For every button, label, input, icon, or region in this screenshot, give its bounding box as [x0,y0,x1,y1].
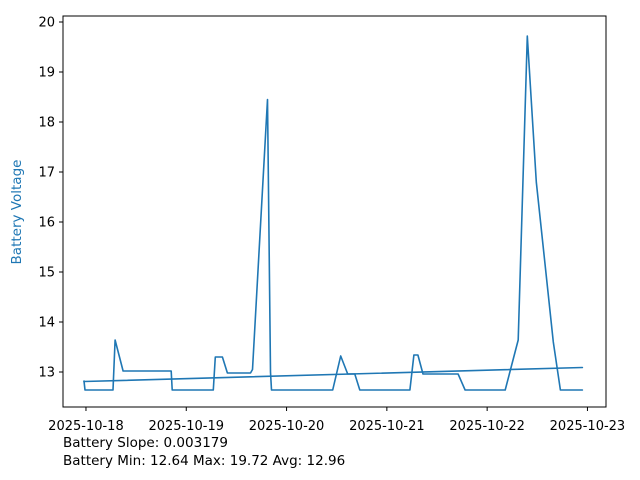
x-tick-label: 2025-10-20 [249,419,325,434]
axes-frame [62,15,607,408]
y-axis-label: Battery Voltage [9,159,25,265]
y-tick-label: 15 [38,266,55,281]
x-tick-label: 2025-10-23 [550,419,626,434]
y-tick-label: 18 [38,116,55,131]
battery-voltage-line [83,35,584,391]
y-tick-label: 19 [38,66,55,81]
y-tick-label: 13 [38,366,55,381]
y-tick-label: 17 [38,166,55,181]
stats-annotation: Battery Min: 12.64 Max: 19.72 Avg: 12.96 [63,453,346,469]
y-tick-label: 14 [38,316,55,331]
trend-line [83,366,584,383]
y-tick-label: 16 [38,216,55,231]
x-tick-label: 2025-10-18 [48,419,124,434]
x-tick-label: 2025-10-21 [349,419,425,434]
chart-annotations: Battery Slope: 0.003179 Battery Min: 12.… [63,434,345,470]
x-tick-label: 2025-10-19 [148,419,224,434]
slope-annotation: Battery Slope: 0.003179 [63,435,228,451]
y-tick-label: 20 [38,16,55,31]
x-tick-label: 2025-10-22 [449,419,525,434]
